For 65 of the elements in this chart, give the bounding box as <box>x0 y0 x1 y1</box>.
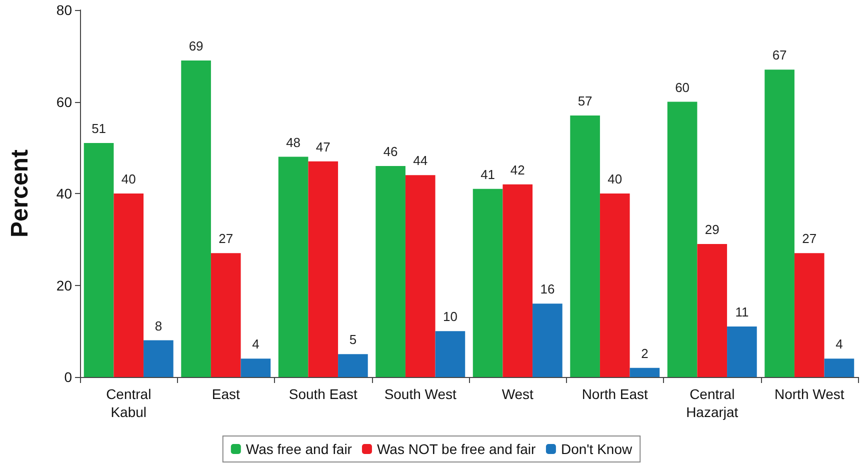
data-label: 27 <box>218 231 234 246</box>
bar <box>405 175 436 377</box>
bar <box>472 188 503 377</box>
data-label: 4 <box>836 336 843 352</box>
data-label: 2 <box>641 346 648 361</box>
bar <box>278 156 308 377</box>
data-label: 8 <box>154 318 162 334</box>
bar <box>532 304 562 377</box>
bar <box>697 244 728 377</box>
y-tick-label: 80 <box>56 2 72 18</box>
bar <box>570 116 600 377</box>
bar <box>502 184 533 377</box>
bar <box>338 354 368 377</box>
y-tick-label: 20 <box>56 277 72 294</box>
bar <box>308 161 338 377</box>
data-label: 40 <box>608 172 622 186</box>
bar <box>114 194 144 377</box>
y-tick-label: 40 <box>56 186 72 202</box>
bar <box>144 340 174 377</box>
data-label: 41 <box>480 166 496 182</box>
data-label: 40 <box>121 172 136 186</box>
data-label: 5 <box>349 332 357 348</box>
bar <box>240 358 271 377</box>
bar <box>824 358 854 377</box>
bar <box>794 253 824 377</box>
x-tick-label: South East <box>288 386 358 402</box>
data-label: 60 <box>675 80 690 95</box>
bar <box>764 70 794 377</box>
bar <box>727 326 757 377</box>
data-label: 48 <box>286 134 301 150</box>
data-label: 11 <box>735 304 749 320</box>
data-label: 57 <box>578 94 592 109</box>
y-axis-title: Percent <box>6 149 34 238</box>
x-tick-label: North West <box>774 386 844 402</box>
y-tick-label: 0 <box>64 369 72 385</box>
bar <box>600 194 630 377</box>
data-label: 47 <box>316 139 330 154</box>
x-tick-label: West <box>502 386 534 402</box>
bar <box>84 143 114 377</box>
x-tick-label: South West <box>384 386 457 402</box>
data-label: 27 <box>802 231 817 246</box>
bar <box>630 368 660 377</box>
x-tick-label: Central Kabul <box>106 386 152 420</box>
bar <box>667 102 698 377</box>
y-tick-label: 60 <box>56 94 72 110</box>
data-label: 51 <box>92 121 106 136</box>
data-label: 4 <box>252 336 260 352</box>
legend-label: Was NOT be free and fair <box>376 441 536 457</box>
data-label: 42 <box>510 162 525 178</box>
data-label: 44 <box>413 153 428 168</box>
bar <box>210 253 241 377</box>
data-label: 67 <box>772 48 787 63</box>
data-label: 69 <box>188 38 204 54</box>
legend-label: Don't Know <box>560 441 633 457</box>
bar <box>376 166 406 377</box>
data-label: 29 <box>704 222 720 237</box>
x-tick-label: Central Hazarjat <box>686 386 738 420</box>
bar <box>435 331 466 377</box>
x-tick-label: North East <box>582 386 648 402</box>
data-label: 10 <box>442 309 458 324</box>
data-label: 16 <box>540 282 555 297</box>
data-label: 46 <box>383 144 398 159</box>
x-tick-label: East <box>212 386 240 402</box>
legend-label: Was free and fair <box>246 441 352 457</box>
bar <box>181 60 211 377</box>
